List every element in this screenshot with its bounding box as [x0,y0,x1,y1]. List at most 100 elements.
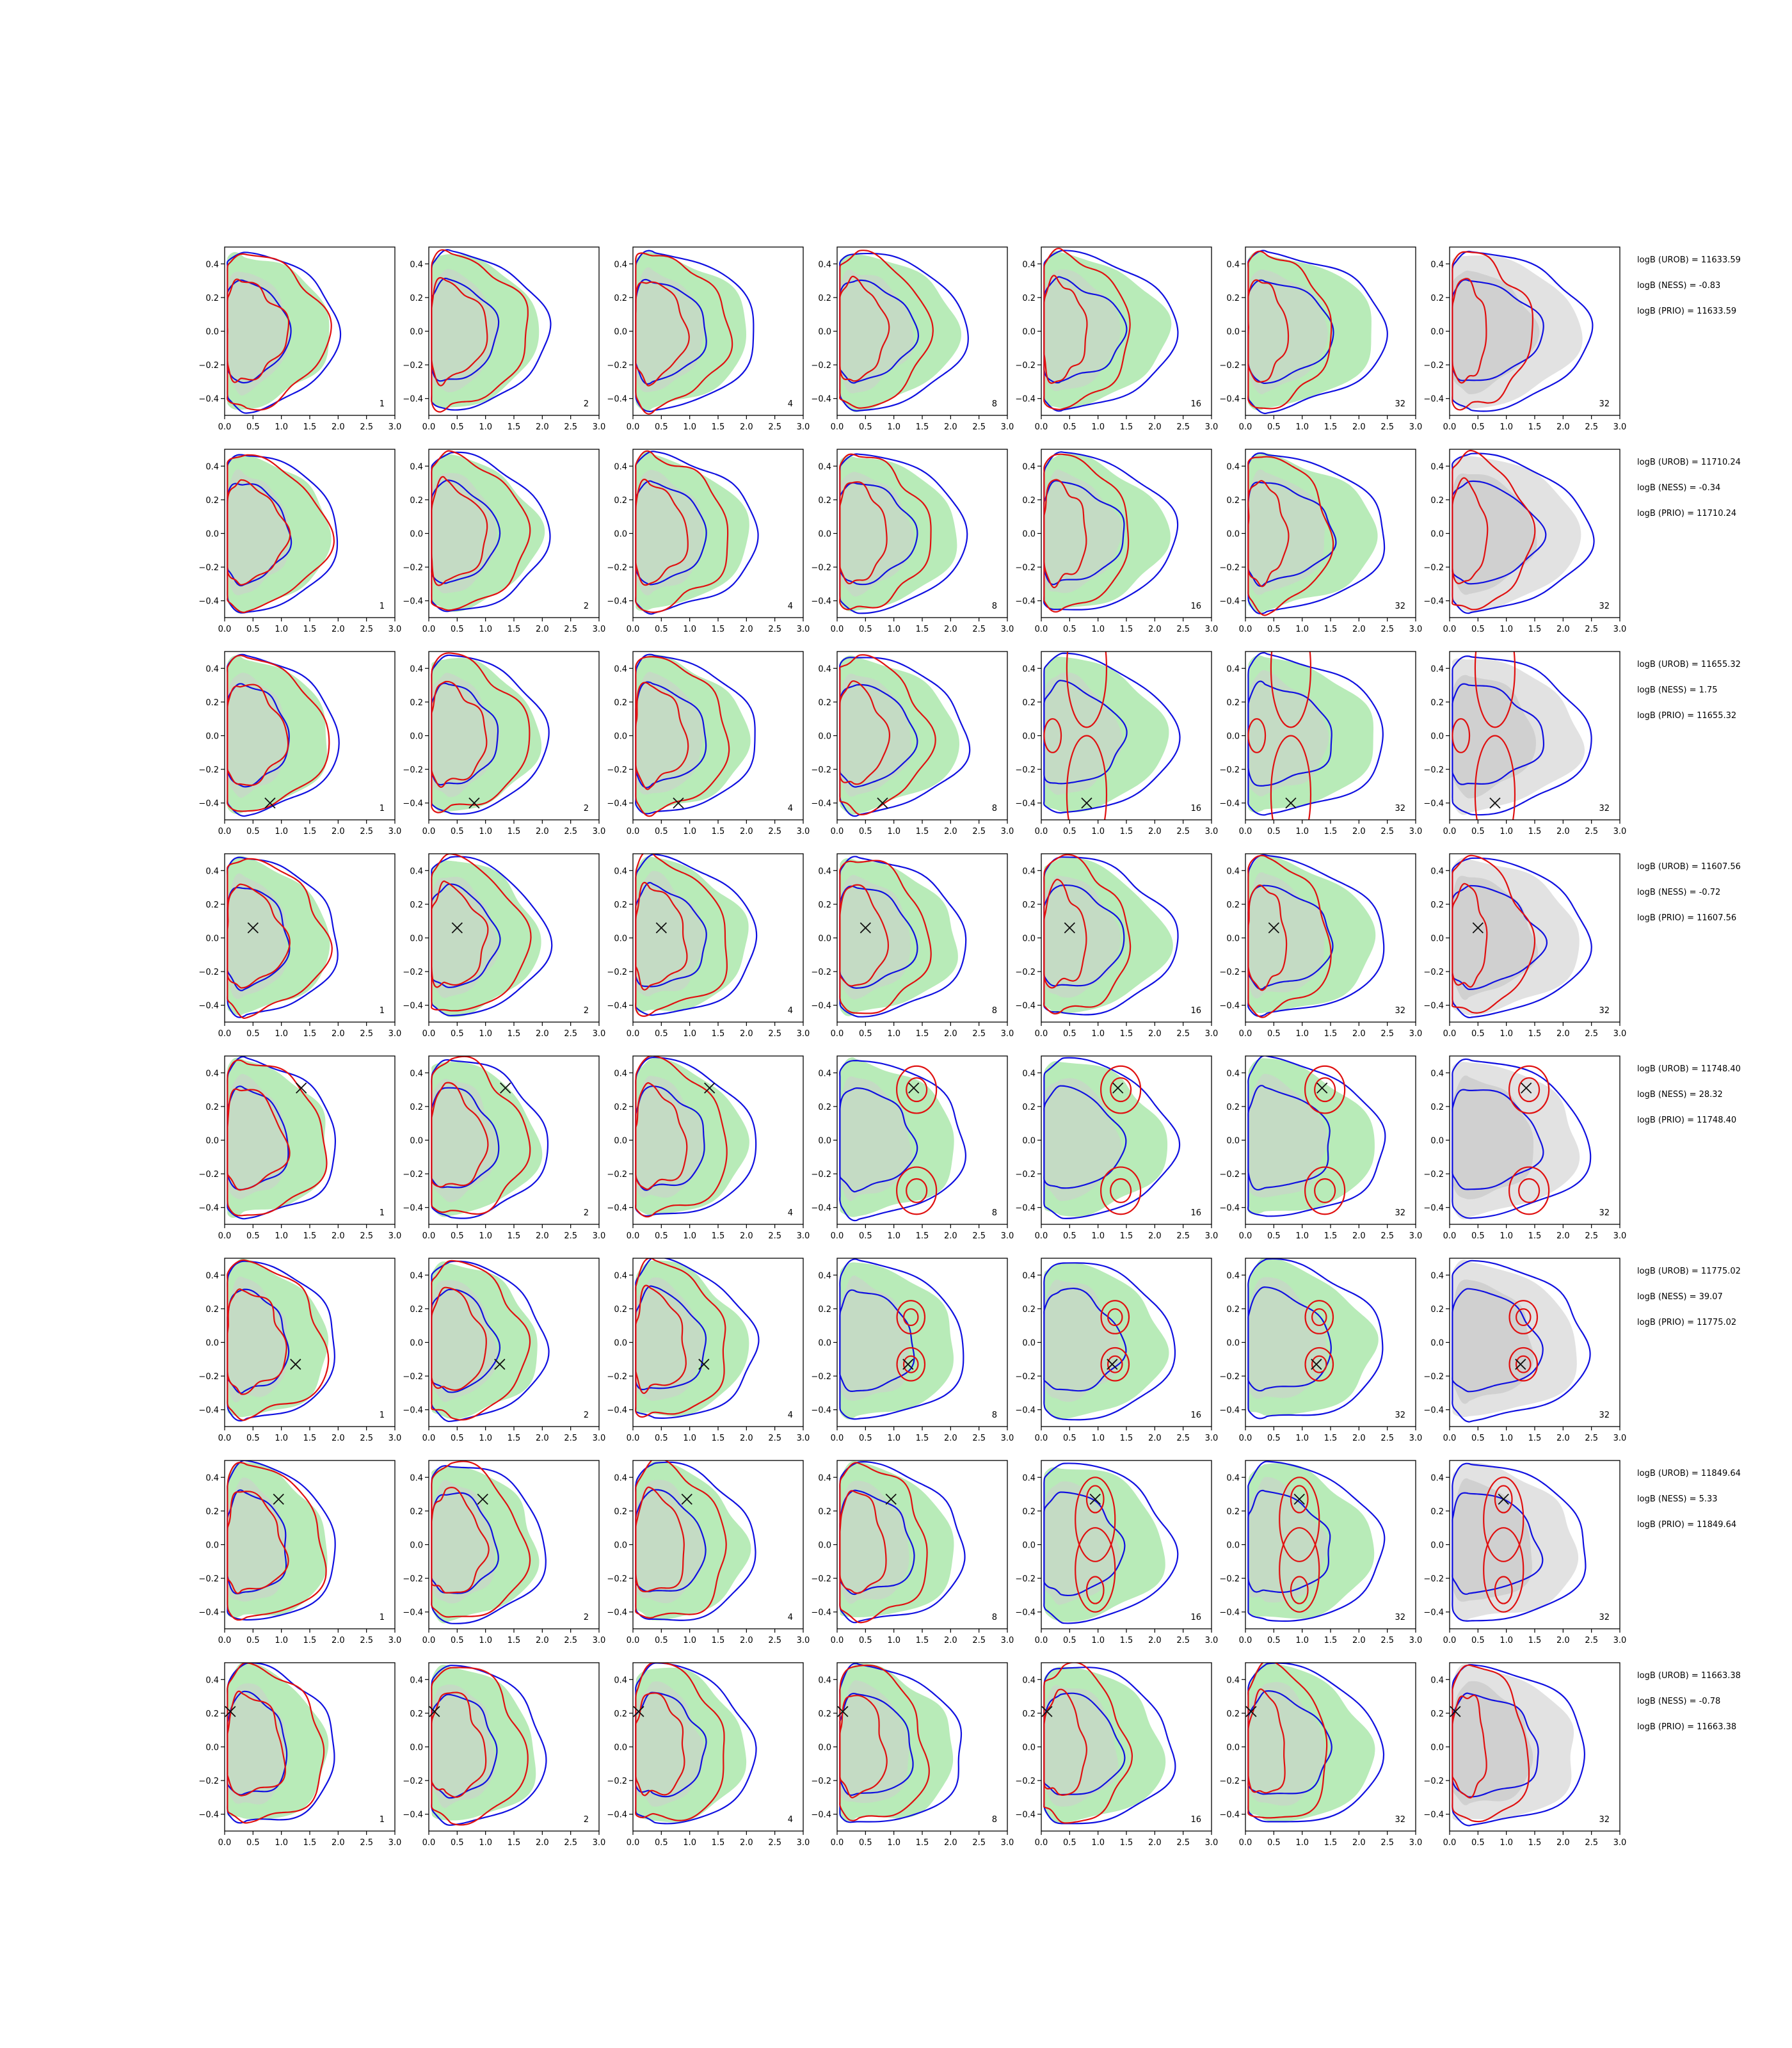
inner-density-fill [227,469,289,596]
x-tick-label: 2.0 [1148,422,1162,432]
x-tick-label: 3.0 [1409,1838,1423,1848]
panel-r1-c7: 0.0 0.5 1.0 1.5 2.0 2.5 3.0 −0.4 −0.2 0.0 0.2 0.4 32 [1423,246,1626,432]
y-tick-label: −0.4 [1423,1406,1444,1416]
x-tick-label: 0.5 [246,1636,260,1645]
inner-density-fill [1452,1681,1533,1805]
y-tick-label: 0.4 [205,1271,219,1281]
x-tick-label: 3.0 [1001,422,1014,432]
y-tick-label: −0.4 [1219,395,1240,404]
red-lower-contour [1075,1527,1116,1613]
x-tick-label: 2.0 [1556,1029,1570,1039]
x-tick-label: 1.5 [1324,625,1338,634]
x-tick-label: 0.5 [246,1838,260,1848]
x-tick-label: 1.5 [508,1636,521,1645]
x-tick-label: 1.5 [712,1838,725,1848]
x-tick-label: 1.0 [479,1231,492,1241]
panel-count-label: 16 [1190,399,1201,409]
y-tick-label: −0.2 [1423,765,1444,775]
y-tick-label: −0.2 [811,1574,831,1584]
x-tick-label: 0.5 [655,827,668,836]
x-tick-label: 1.5 [508,422,521,432]
y-tick-label: 0.0 [1226,328,1240,337]
x-tick-label: 1.5 [712,827,725,836]
x-tick-label: 0.0 [627,1434,640,1443]
x-tick-label: 3.0 [1001,1434,1014,1443]
red-inner-contour [431,1692,487,1798]
red-inner-contour [1043,878,1087,989]
y-tick-label: 0.0 [1430,328,1444,337]
red-inner-contour [431,476,488,586]
x-tick-label: 0.0 [422,1636,436,1645]
y-tick-label: 0.4 [410,664,423,674]
red-core-contour [1290,1576,1309,1604]
logb-stat: logB (NESS) = -0.78 [1637,1697,1720,1706]
x-tick-label: 0.5 [1267,1231,1281,1241]
x-tick-label: 2.5 [1380,1838,1394,1848]
x-tick-label: 1.0 [479,625,492,634]
y-tick-label: −0.4 [1423,1811,1444,1820]
y-tick-label: 0.2 [1226,698,1240,708]
y-tick-label: 0.4 [1430,462,1444,472]
row-stats-6: logB (UROB) = 11775.02 logB (NESS) = 39.0… [1637,1267,1741,1327]
x-tick-label: 1.5 [1324,827,1338,836]
true-value-marker [451,922,463,934]
y-tick-label: −0.2 [811,1777,831,1786]
x-tick-label: 1.0 [887,827,900,836]
panel-count-label: 32 [1395,602,1405,611]
x-tick-label: 2.5 [1176,422,1190,432]
inner-density-fill [840,673,912,797]
red-upper-contour [1075,1476,1116,1562]
x-tick-label: 0.5 [1471,625,1485,634]
x-tick-label: 1.0 [1091,827,1105,836]
x-tick-label: 2.5 [768,827,781,836]
y-tick-label: 0.2 [205,1103,219,1112]
true-value-marker [1515,1359,1526,1370]
x-tick-label: 3.0 [593,1231,606,1241]
y-tick-label: −0.2 [1219,765,1240,775]
x-tick-label: 0.5 [859,1838,872,1848]
panel-count-label: 1 [380,1815,385,1825]
red-lower-contour [1279,1527,1320,1613]
x-tick-label: 1.0 [1091,1636,1105,1645]
x-tick-label: 2.0 [536,422,549,432]
y-tick-label: −0.4 [607,597,627,607]
red-inner-contour [635,1692,685,1796]
logb-stat: logB (PRIO) = 11849.64 [1637,1520,1736,1530]
x-tick-label: 2.0 [1352,1636,1366,1645]
y-tick-label: −0.4 [1015,1002,1036,1011]
x-tick-label: 2.5 [564,1636,577,1645]
y-tick-label: 0.4 [205,867,219,876]
y-tick-label: −0.2 [198,1372,219,1382]
x-tick-label: 1.0 [1500,1231,1513,1241]
panel-r2-c6: 0.0 0.5 1.0 1.5 2.0 2.5 3.0 −0.4 −0.2 0.0 0.2 0.4 32 [1219,449,1422,634]
y-tick-label: 0.4 [410,867,423,876]
y-tick-label: 0.2 [410,1507,423,1517]
y-tick-label: −0.2 [1219,1777,1240,1786]
red-inner-contour [227,684,289,787]
y-tick-label: 0.2 [818,1103,831,1112]
y-tick-label: 0.0 [818,1743,831,1753]
red-mode-outer-contour [1508,1166,1550,1215]
x-tick-label: 1.5 [916,1029,929,1039]
x-tick-label: 0.5 [655,422,668,432]
red-mode-outer-contour [1100,1166,1142,1215]
x-tick-label: 0.5 [1267,1636,1281,1645]
x-tick-label: 2.5 [1176,1636,1190,1645]
blue-inner-contour [839,1087,918,1193]
x-tick-label: 2.0 [740,1434,753,1443]
y-tick-label: −0.4 [1423,799,1444,809]
y-tick-label: 0.4 [410,1676,423,1685]
x-tick-label: 3.0 [1409,625,1423,634]
x-tick-label: 1.0 [1500,827,1513,836]
x-tick-label: 2.5 [1585,1029,1598,1039]
true-value-marker [1064,922,1075,934]
x-tick-label: 0.5 [859,1231,872,1241]
red-inner-contour [227,1491,289,1594]
y-tick-label: 0.2 [1022,698,1036,708]
x-tick-label: 0.5 [1063,422,1076,432]
y-tick-label: −0.2 [1015,765,1036,775]
panel-count-label: 4 [788,1208,793,1218]
x-tick-label: 1.5 [1324,422,1338,432]
x-tick-label: 1.5 [303,1838,317,1848]
y-tick-label: 0.2 [1430,1507,1444,1517]
